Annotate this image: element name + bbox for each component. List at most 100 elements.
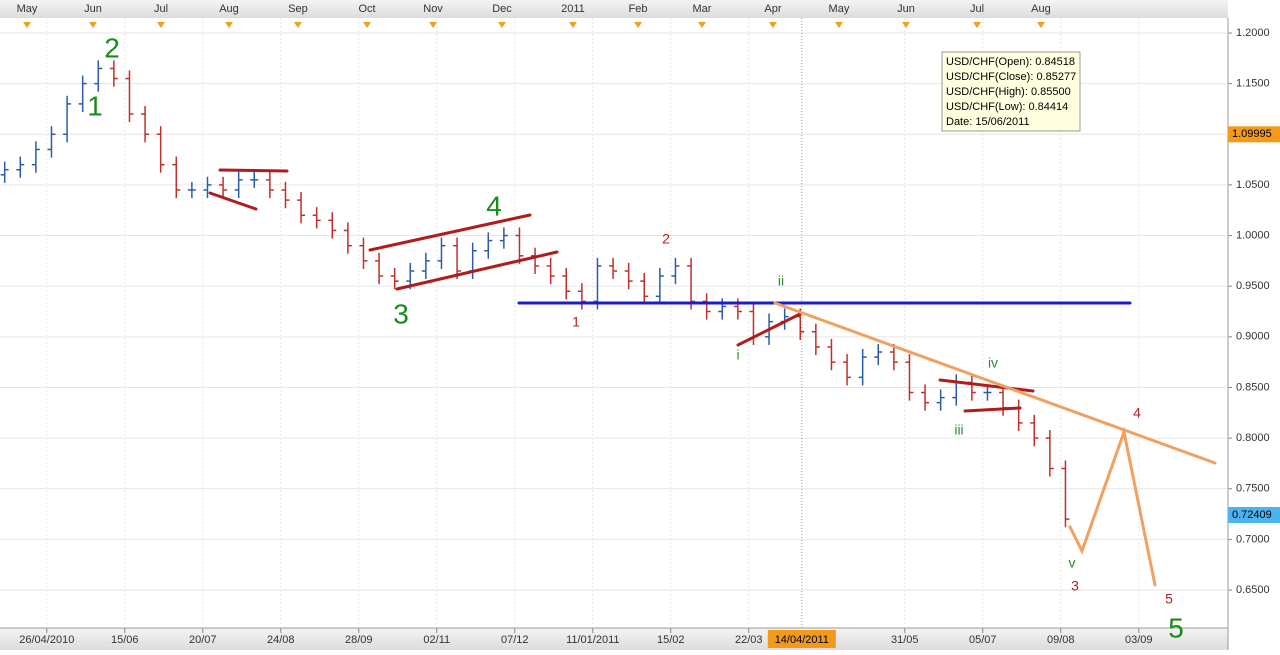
x-tick-label: 07/12: [501, 634, 529, 646]
x-tick-label: 28/09: [345, 634, 373, 646]
trendline: [218, 168, 289, 173]
trendline: [368, 213, 532, 252]
x-tick-label: 09/08: [1047, 634, 1075, 646]
projection-path: [1068, 426, 1157, 587]
wave-label: 4: [486, 190, 502, 221]
x-tick-label: 22/03: [735, 634, 763, 646]
y-tick-label: 0.9000: [1236, 331, 1270, 343]
month-label: Oct: [358, 3, 375, 15]
month-label: Feb: [629, 3, 648, 15]
wave-label: v: [1069, 555, 1076, 571]
tooltip-text: USD/CHF(Open): 0.84518 USD/CHF(Close): 0.…: [946, 56, 1076, 128]
month-label: Mar: [693, 3, 712, 15]
x-tick-label: 05/07: [969, 634, 997, 646]
tooltip-line: Date: 15/06/2011: [946, 116, 1030, 128]
y-tick-label: 1.1500: [1236, 78, 1270, 90]
tooltip-line: USD/CHF(Close): 0.85277: [946, 71, 1076, 83]
wave-label: iii: [954, 422, 963, 438]
month-marker: [225, 22, 234, 28]
trendline: [963, 406, 1022, 413]
tooltip-line: USD/CHF(Low): 0.84414: [946, 101, 1068, 113]
tooltip-box: [941, 51, 1081, 132]
month-marker: [1036, 22, 1045, 28]
wave-label: 1: [87, 90, 103, 121]
tooltip-line: USD/CHF(High): 0.85500: [946, 86, 1071, 98]
grid: [0, 18, 1228, 628]
month-label: May: [17, 3, 38, 15]
wave-label: i: [736, 347, 739, 363]
y-tick-label: 1.2000: [1236, 27, 1270, 39]
wave-label: 3: [393, 298, 409, 329]
month-label: Nov: [423, 3, 443, 15]
month-label: Aug: [1031, 3, 1051, 15]
month-label: Jul: [970, 3, 984, 15]
trendline: [938, 378, 1035, 393]
month-strip: [0, 0, 1228, 18]
wave-label: 2: [662, 231, 670, 247]
wave-label: 5: [1165, 591, 1173, 607]
trendline: [395, 250, 559, 291]
month-label: Dec: [492, 3, 512, 15]
x-tick-label: 15/06: [111, 634, 139, 646]
month-label: Sep: [288, 3, 308, 15]
month-marker: [834, 22, 843, 28]
month-marker: [697, 22, 706, 28]
month-label: Jun: [84, 3, 102, 15]
x-tick-label: 24/08: [267, 634, 295, 646]
wave-label: ii: [778, 273, 784, 289]
x-tick-label: 15/02: [657, 634, 685, 646]
wave-label: 4: [1133, 405, 1141, 421]
wave-label: 3: [1071, 578, 1079, 594]
wave-label: 1: [572, 314, 580, 330]
month-marker: [902, 22, 911, 28]
wave-label: iv: [988, 355, 998, 371]
month-marker: [634, 22, 643, 28]
cursor-label: 14/04/2011: [775, 634, 829, 646]
trendline: [208, 191, 258, 211]
wave-label: 2: [104, 32, 120, 63]
y-tick-label: 1.0000: [1236, 229, 1270, 241]
price-marker-label: 0.72409: [1232, 509, 1272, 521]
month-marker: [568, 22, 577, 28]
trendline: [736, 312, 802, 347]
month-marker: [973, 22, 982, 28]
red-trendlines: [208, 168, 1035, 413]
month-marker: [293, 22, 302, 28]
cursor-box: [767, 630, 836, 648]
month-marker: [429, 22, 438, 28]
month-marker: [156, 22, 165, 28]
month-label: 2011: [561, 3, 585, 15]
y-tick-label: 0.7500: [1236, 483, 1270, 495]
x-tick-label: 03/09: [1125, 634, 1153, 646]
y-tick-label: 0.9500: [1236, 280, 1270, 292]
month-label: May: [829, 3, 850, 15]
date-strip: [0, 628, 1228, 650]
x-tick-label: 20/07: [189, 634, 217, 646]
price-marker-label: 1.09995: [1232, 128, 1272, 140]
price-marker: [1228, 506, 1280, 523]
x-tick-label: 31/05: [891, 634, 919, 646]
wave-label: 5: [1168, 612, 1184, 643]
x-tick-label: 26/04/2010: [19, 634, 74, 646]
price-marker: [1228, 126, 1280, 143]
y-tick-label: 1.0500: [1236, 179, 1270, 191]
tooltip-line: USD/CHF(Open): 0.84518: [946, 56, 1075, 68]
month-marker: [88, 22, 97, 28]
month-marker: [768, 22, 777, 28]
month-label: Apr: [764, 3, 781, 15]
y-tick-label: 0.8000: [1236, 432, 1270, 444]
y-tick-label: 0.7000: [1236, 533, 1270, 545]
month-marker: [22, 22, 31, 28]
x-tick-label: 11/01/2011: [566, 634, 619, 646]
month-marker: [497, 22, 506, 28]
month-marker: [363, 22, 372, 28]
x-tick-label: 02/11: [423, 634, 450, 646]
tooltip: USD/CHF(Open): 0.84518 USD/CHF(Close): 0.…: [941, 51, 1081, 132]
month-label: Jun: [897, 3, 915, 15]
month-label: Jul: [154, 3, 168, 15]
y-tick-label: 0.6500: [1236, 584, 1270, 596]
resistance-line: [773, 301, 1217, 465]
